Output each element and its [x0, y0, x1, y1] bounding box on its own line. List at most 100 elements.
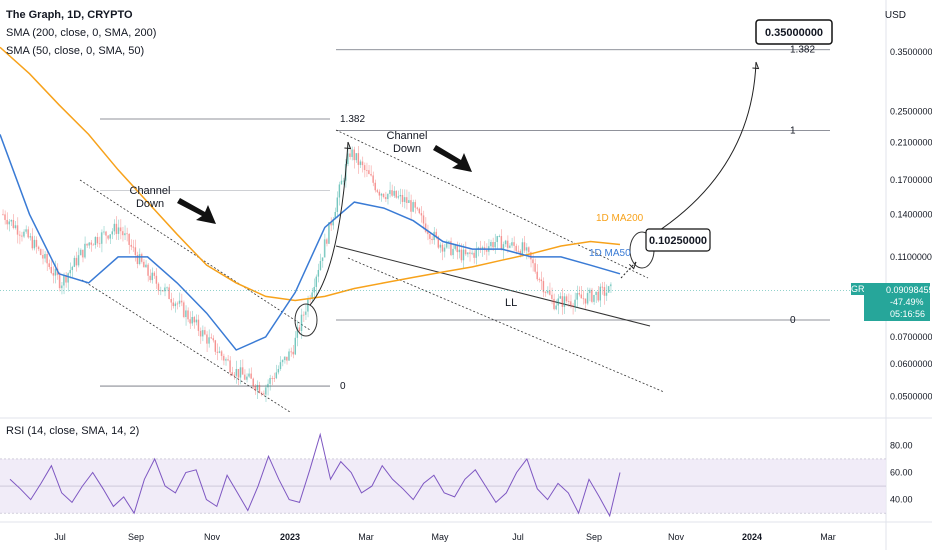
candle-body — [275, 372, 278, 379]
candle-body — [607, 286, 610, 293]
candle-body — [517, 250, 519, 252]
candle-body — [296, 327, 299, 338]
bar-countdown: 05:16:56 — [890, 309, 926, 319]
candle-body — [121, 231, 124, 236]
candle-body — [256, 384, 259, 391]
candle-body — [546, 290, 549, 293]
candle-body — [561, 296, 564, 307]
candle-body — [340, 180, 343, 185]
candle-body — [201, 330, 204, 337]
candle-body — [336, 197, 339, 212]
candle-body — [77, 255, 80, 266]
candle-body — [540, 279, 543, 282]
candle-body — [79, 249, 82, 256]
candle-body — [325, 239, 328, 244]
projection-arrow — [653, 61, 757, 235]
candle-body — [63, 275, 65, 286]
candle-body — [260, 392, 263, 394]
candle-body — [35, 239, 38, 247]
candle-body — [353, 149, 355, 161]
candle-body — [372, 175, 374, 183]
candle-body — [12, 219, 15, 228]
candle-body — [290, 351, 292, 353]
time-tick-label: Nov — [668, 532, 685, 542]
candle-body — [262, 393, 265, 395]
candle-body — [279, 362, 282, 370]
candle-body — [576, 293, 578, 300]
channel-down-label: Channel — [387, 130, 428, 142]
candle-body — [349, 153, 351, 157]
candle-body — [414, 202, 416, 208]
candle-body — [365, 170, 368, 171]
candle-body — [384, 197, 387, 200]
candle-body — [216, 351, 219, 353]
candle-body — [138, 254, 141, 265]
sma50-legend: SMA (50, close, 0, SMA, 50) — [6, 45, 145, 57]
candle-body — [69, 270, 71, 274]
candle-body — [304, 311, 307, 315]
candle-body — [490, 242, 492, 247]
candle-body — [521, 242, 524, 255]
candle-body — [462, 249, 465, 261]
candle-body — [233, 374, 235, 376]
candle-body — [496, 236, 498, 242]
candle-body — [567, 301, 570, 302]
candle-body — [548, 290, 551, 295]
candle-body — [307, 298, 309, 312]
candle-body — [332, 219, 334, 226]
candle-body — [601, 286, 604, 288]
candle-body — [98, 243, 101, 245]
candle-body — [206, 334, 208, 344]
lower-low-label: LL — [505, 297, 517, 309]
candle-body — [584, 298, 587, 304]
candle-body — [208, 337, 210, 344]
candle-body — [586, 293, 589, 304]
time-tick-label: Sep — [586, 532, 602, 542]
candle-body — [473, 252, 475, 258]
candle-body — [2, 214, 4, 216]
candle-body — [346, 153, 349, 165]
candle-body — [355, 153, 357, 161]
candle-body — [527, 247, 530, 253]
candle-body — [429, 234, 431, 239]
candle-body — [193, 317, 196, 323]
candle-body — [134, 247, 137, 255]
candle-body — [513, 242, 515, 246]
time-tick-label: Mar — [820, 532, 836, 542]
candle-body — [227, 359, 229, 361]
candle-body — [445, 241, 448, 248]
candle-body — [109, 234, 111, 239]
candle-body — [250, 373, 252, 379]
candle-body — [500, 236, 503, 251]
candle-body — [323, 239, 326, 258]
candle-body — [359, 161, 362, 165]
candle-body — [81, 249, 84, 258]
candle-body — [302, 314, 305, 316]
price-change: -47.49% — [890, 297, 924, 307]
candle-body — [405, 197, 408, 203]
currency-label[interactable]: USD — [884, 10, 906, 21]
candle-body — [218, 351, 221, 353]
candle-body — [124, 233, 126, 236]
candle-body — [102, 231, 105, 233]
projection-arrow — [309, 141, 349, 306]
channel-down-label: Channel — [130, 185, 171, 197]
candle-body — [180, 300, 183, 303]
candle-body — [203, 330, 206, 335]
rsi-tick-label: 40.00 — [890, 495, 913, 505]
candle-body — [597, 291, 599, 301]
candle-body — [361, 161, 364, 166]
breakout-circle — [294, 303, 318, 337]
candle-body — [94, 237, 97, 245]
candle-body — [90, 242, 92, 245]
candle-body — [235, 368, 238, 376]
candle-body — [374, 182, 376, 191]
candle-body — [163, 287, 166, 292]
candle-body — [271, 378, 273, 379]
candle-body — [25, 229, 27, 232]
last-price-badge: 0.09098455 -47.49% 05:16:56 — [864, 283, 932, 321]
ma200-label: 1D MA200 — [596, 213, 644, 224]
candle-body — [407, 200, 410, 203]
candle-body — [6, 219, 8, 225]
